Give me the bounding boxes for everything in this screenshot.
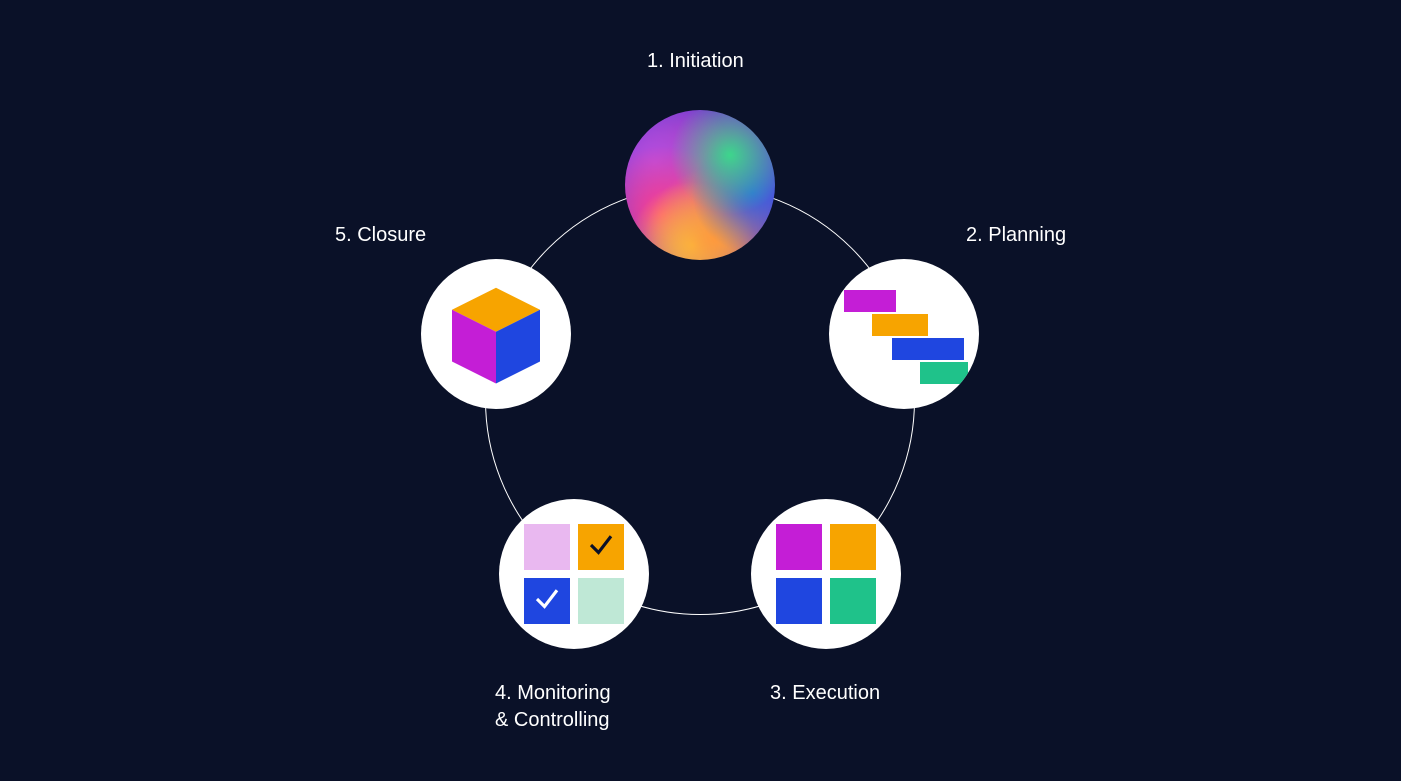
- node-execution: [751, 499, 901, 649]
- diagram-stage: 1. Initiation 2. Planning 3. Execution 4…: [0, 0, 1401, 781]
- grid-check-icon: [524, 524, 624, 624]
- label-initiation: 1. Initiation: [647, 48, 744, 75]
- node-initiation: [625, 110, 775, 260]
- label-closure: 5. Closure: [335, 222, 426, 249]
- gantt-icon: [844, 284, 964, 384]
- node-closure: [421, 259, 571, 409]
- node-monitoring: [499, 499, 649, 649]
- node-planning: [829, 259, 979, 409]
- label-execution: 3. Execution: [770, 680, 880, 707]
- label-planning: 2. Planning: [966, 222, 1066, 249]
- cube-icon: [441, 279, 551, 389]
- grid-squares-icon: [776, 524, 876, 624]
- label-monitoring: 4. Monitoring & Controlling: [495, 680, 611, 734]
- gradient-sphere-icon: [625, 110, 775, 260]
